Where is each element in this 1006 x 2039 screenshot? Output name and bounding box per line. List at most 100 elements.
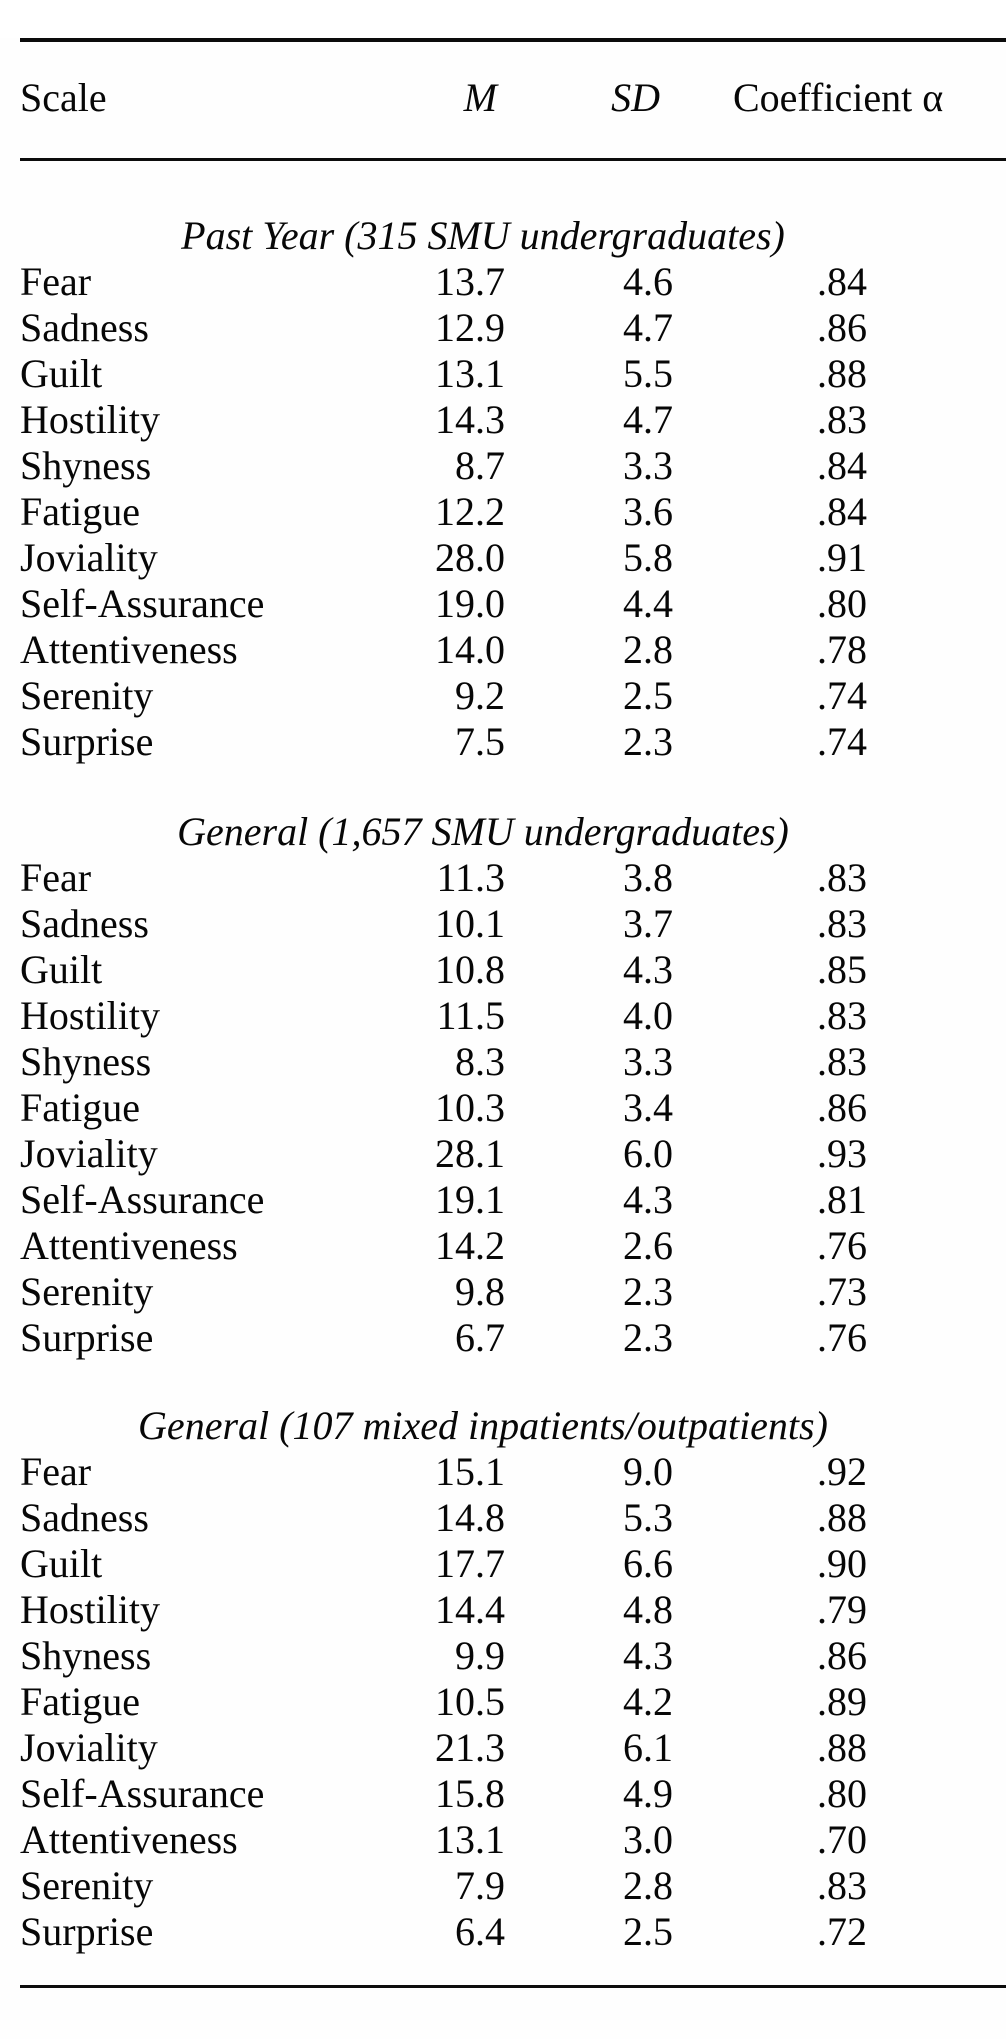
coefficient-alpha-value: .92 — [817, 1449, 867, 1494]
section-title: General (107 mixed inpatients/outpatient… — [138, 1403, 828, 1448]
scale-label: Hostility — [20, 397, 161, 442]
coefficient-alpha-value: .83 — [817, 993, 867, 1038]
table-row: Self-Assurance 19.0 4.4 .80 — [0, 581, 1006, 627]
sd-value: 2.5 — [623, 673, 673, 718]
mean-value: 13.7 — [435, 259, 505, 304]
mean-value: 13.1 — [435, 351, 505, 396]
sd-value: 5.3 — [623, 1495, 673, 1540]
scale-label: Shyness — [20, 1633, 152, 1678]
mean-value: 9.2 — [455, 673, 505, 718]
coefficient-alpha-value: .84 — [817, 489, 867, 534]
scale-label: Guilt — [20, 947, 103, 992]
sd-value: 3.8 — [623, 855, 673, 900]
table-row: Attentiveness 13.1 3.0 .70 — [0, 1817, 1006, 1863]
table-row: Fatigue 10.3 3.4 .86 — [0, 1085, 1006, 1131]
table-row: Sadness 14.8 5.3 .88 — [0, 1495, 1006, 1541]
mean-value: 28.0 — [435, 535, 505, 580]
mean-value: 8.7 — [455, 443, 505, 488]
sd-value: 5.8 — [623, 535, 673, 580]
mean-value: 12.2 — [435, 489, 505, 534]
mean-value: 19.0 — [435, 581, 505, 626]
scale-label: Serenity — [20, 673, 154, 718]
coefficient-alpha-value: .70 — [817, 1817, 867, 1862]
mean-value: 7.5 — [455, 719, 505, 764]
sd-value: 3.0 — [623, 1817, 673, 1862]
table-row: Fear 15.1 9.0 .92 — [0, 1449, 1006, 1495]
column-header-mean: M — [463, 75, 497, 120]
sd-value: 2.3 — [623, 1269, 673, 1314]
sd-value: 4.3 — [623, 1177, 673, 1222]
sd-value: 4.7 — [623, 397, 673, 442]
column-header-sd: SD — [611, 75, 660, 120]
mean-value: 11.3 — [436, 855, 505, 900]
coefficient-alpha-value: .90 — [817, 1541, 867, 1586]
sd-value: 2.5 — [623, 1909, 673, 1954]
sd-value: 4.7 — [623, 305, 673, 350]
scale-label: Shyness — [20, 1039, 152, 1084]
mean-value: 9.9 — [455, 1633, 505, 1678]
mean-value: 6.4 — [455, 1909, 505, 1954]
coefficient-alpha-value: .88 — [817, 1725, 867, 1770]
sd-value: 3.4 — [623, 1085, 673, 1130]
mean-value: 10.5 — [435, 1679, 505, 1724]
mean-value: 21.3 — [435, 1725, 505, 1770]
mean-value: 10.3 — [435, 1085, 505, 1130]
table-row: Surprise 6.4 2.5 .72 — [0, 1909, 1006, 1955]
column-header-scale: Scale — [20, 75, 107, 120]
table-row: Self-Assurance 19.1 4.3 .81 — [0, 1177, 1006, 1223]
mean-value: 15.8 — [435, 1771, 505, 1816]
coefficient-alpha-value: .89 — [817, 1679, 867, 1724]
coefficient-alpha-value: .83 — [817, 1039, 867, 1084]
mean-value: 6.7 — [455, 1315, 505, 1360]
sd-value: 6.0 — [623, 1131, 673, 1176]
table-row: Shyness 8.3 3.3 .83 — [0, 1039, 1006, 1085]
table-section: General (107 mixed inpatients/outpatient… — [0, 1403, 1006, 1955]
sd-value: 2.6 — [623, 1223, 673, 1268]
sd-value: 4.8 — [623, 1587, 673, 1632]
table-row: Guilt 17.7 6.6 .90 — [0, 1541, 1006, 1587]
mean-value: 10.8 — [435, 947, 505, 992]
scale-label: Self-Assurance — [20, 1771, 265, 1816]
sd-value: 4.3 — [623, 947, 673, 992]
mean-value: 14.2 — [435, 1223, 505, 1268]
column-header-coefficient-alpha: Coefficient α — [733, 75, 944, 120]
table-row: Serenity 9.2 2.5 .74 — [0, 673, 1006, 719]
table-bottom-rule — [20, 1985, 1006, 1988]
mean-value: 7.9 — [455, 1863, 505, 1908]
coefficient-alpha-value: .93 — [817, 1131, 867, 1176]
table-row: Joviality 28.0 5.8 .91 — [0, 535, 1006, 581]
table-row: Shyness 9.9 4.3 .86 — [0, 1633, 1006, 1679]
table-body: Past Year (315 SMU undergraduates) Fear 13… — [0, 213, 1006, 1955]
scale-label: Shyness — [20, 443, 152, 488]
sd-value: 9.0 — [623, 1449, 673, 1494]
scale-label: Self-Assurance — [20, 1177, 265, 1222]
scale-label: Sadness — [20, 901, 149, 946]
scale-label: Sadness — [20, 305, 149, 350]
mean-value: 12.9 — [435, 305, 505, 350]
sd-value: 5.5 — [623, 351, 673, 396]
table-row: Serenity 7.9 2.8 .83 — [0, 1863, 1006, 1909]
coefficient-alpha-value: .74 — [817, 673, 867, 718]
coefficient-alpha-value: .84 — [817, 443, 867, 488]
table-row: Serenity 9.8 2.3 .73 — [0, 1269, 1006, 1315]
section-title: Past Year (315 SMU undergraduates) — [181, 213, 785, 258]
scale-label: Joviality — [20, 535, 158, 580]
coefficient-alpha-value: .85 — [817, 947, 867, 992]
sd-value: 6.1 — [623, 1725, 673, 1770]
table-row: Joviality 28.1 6.0 .93 — [0, 1131, 1006, 1177]
sd-value: 4.2 — [623, 1679, 673, 1724]
table-row: Guilt 13.1 5.5 .88 — [0, 351, 1006, 397]
scale-label: Surprise — [20, 719, 154, 764]
sd-value: 2.3 — [623, 1315, 673, 1360]
table-row: Fatigue 10.5 4.2 .89 — [0, 1679, 1006, 1725]
sd-value: 3.3 — [623, 1039, 673, 1084]
sd-value: 4.0 — [623, 993, 673, 1038]
scale-label: Surprise — [20, 1315, 154, 1360]
table-row: Attentiveness 14.2 2.6 .76 — [0, 1223, 1006, 1269]
sd-value: 3.7 — [623, 901, 673, 946]
scale-label: Fatigue — [20, 1085, 140, 1130]
sd-value: 6.6 — [623, 1541, 673, 1586]
coefficient-alpha-value: .80 — [817, 1771, 867, 1816]
coefficient-alpha-value: .88 — [817, 1495, 867, 1540]
sd-value: 4.3 — [623, 1633, 673, 1678]
